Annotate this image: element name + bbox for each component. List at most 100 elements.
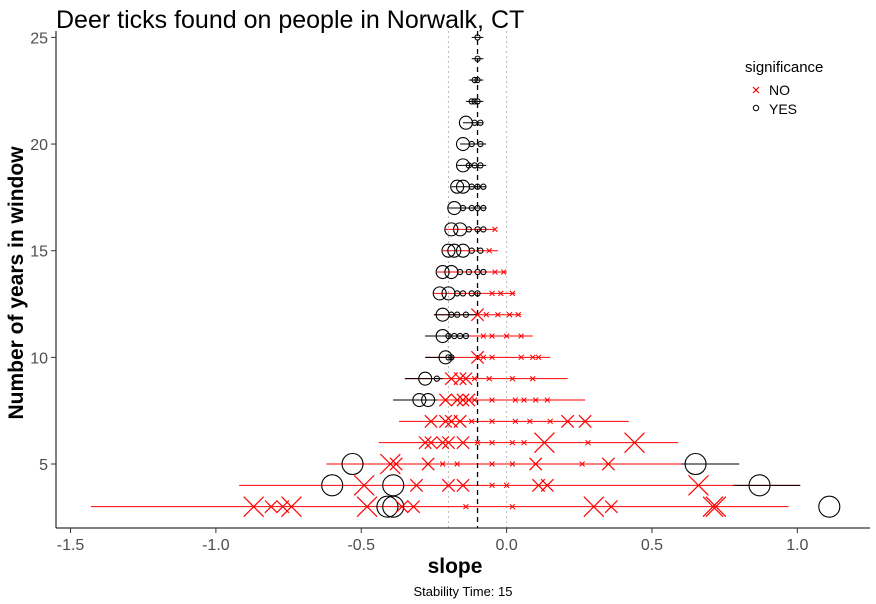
cross-stroke xyxy=(509,290,516,297)
data-point-not-significant xyxy=(489,439,495,446)
data-point-not-significant xyxy=(471,375,478,382)
data-point-significant xyxy=(480,204,487,212)
cross-stroke xyxy=(521,397,527,403)
data-point-significant xyxy=(462,311,470,318)
cross-stroke xyxy=(486,375,492,382)
cross-stroke xyxy=(500,269,507,275)
data-point-not-significant xyxy=(521,439,527,446)
data-point-significant xyxy=(445,354,452,361)
cross-stroke xyxy=(436,436,450,450)
data-point-not-significant xyxy=(529,375,536,382)
data-point-significant xyxy=(454,311,461,318)
x-tick-label: 0.5 xyxy=(641,537,663,554)
cross-stroke xyxy=(438,414,453,428)
data-point-not-significant xyxy=(503,482,510,489)
data-point-not-significant xyxy=(489,333,495,339)
cross-stroke xyxy=(534,432,555,454)
data-point-not-significant xyxy=(540,478,554,492)
legend-label-no: NO xyxy=(769,82,790,98)
data-point-not-significant xyxy=(379,453,401,475)
data-point-significant xyxy=(684,452,707,476)
data-point-significant xyxy=(468,247,475,254)
data-point-significant xyxy=(474,34,481,41)
cross-stroke xyxy=(424,436,438,450)
cross-stroke xyxy=(544,397,551,403)
cross-stroke xyxy=(521,439,527,446)
cross-stroke xyxy=(456,393,470,407)
y-axis-title: Number of years in window xyxy=(5,146,28,420)
data-point-significant xyxy=(818,495,841,518)
data-point-significant xyxy=(438,350,453,365)
cross-stroke xyxy=(441,436,456,450)
data-point-significant xyxy=(321,474,344,497)
data-point-significant xyxy=(441,243,456,258)
cross-stroke xyxy=(395,500,409,514)
data-point-not-significant xyxy=(547,418,554,425)
cross-stroke xyxy=(495,311,501,318)
x-tick-label: -1.0 xyxy=(202,537,230,554)
cross-stroke xyxy=(456,478,470,492)
data-point-not-significant xyxy=(459,372,473,386)
cross-stroke xyxy=(470,350,485,364)
cross-stroke xyxy=(509,375,516,382)
cross-stroke xyxy=(503,333,510,339)
data-point-not-significant xyxy=(509,290,516,297)
x-tick-label: 0.0 xyxy=(495,537,517,554)
data-point-significant xyxy=(471,119,478,126)
data-point-not-significant xyxy=(518,333,524,339)
x-axis-title: slope xyxy=(428,555,483,578)
plot-area xyxy=(90,31,841,528)
cross-stroke xyxy=(353,474,375,496)
data-point-not-significant xyxy=(561,414,575,428)
data-point-not-significant xyxy=(480,333,487,339)
data-point-significant xyxy=(462,332,470,340)
data-point-not-significant xyxy=(535,354,542,361)
cross-stroke xyxy=(486,247,492,254)
data-point-not-significant xyxy=(489,461,495,467)
data-point-significant xyxy=(454,290,461,297)
cross-stroke xyxy=(512,418,519,425)
data-point-not-significant xyxy=(579,461,586,467)
cross-stroke xyxy=(480,333,487,339)
data-point-significant xyxy=(477,119,484,126)
cross-stroke xyxy=(540,478,554,492)
data-point-significant xyxy=(451,332,458,340)
data-point-not-significant xyxy=(509,461,516,467)
cross-stroke xyxy=(512,397,519,403)
x-axis-ticks: -1.5 -1.0 -0.5 0.0 0.5 1.0 xyxy=(57,528,809,554)
data-point-not-significant xyxy=(532,397,539,403)
data-point-not-significant xyxy=(518,354,524,361)
data-point-not-significant xyxy=(529,457,543,471)
cross-stroke xyxy=(532,397,539,403)
data-point-not-significant xyxy=(406,500,421,514)
data-point-significant xyxy=(432,286,447,301)
legend-no-cross-icon xyxy=(752,86,760,94)
cross-stroke xyxy=(585,439,591,446)
data-point-significant xyxy=(480,226,487,233)
data-point-not-significant xyxy=(489,290,495,297)
data-point-significant xyxy=(474,55,481,62)
cross-stroke xyxy=(705,496,727,518)
data-point-not-significant xyxy=(470,308,485,322)
data-point-not-significant xyxy=(527,418,533,425)
y-tick-label: 5 xyxy=(39,457,48,474)
data-point-significant xyxy=(465,226,472,233)
cross-stroke xyxy=(492,226,498,233)
cross-stroke xyxy=(356,496,378,518)
cross-stroke xyxy=(702,496,724,518)
data-point-significant xyxy=(474,183,481,190)
data-point-not-significant xyxy=(497,290,504,297)
cross-stroke xyxy=(547,418,554,425)
data-point-significant xyxy=(445,332,452,340)
cross-stroke xyxy=(518,333,524,339)
data-point-significant xyxy=(433,375,440,382)
data-point-not-significant xyxy=(453,414,467,428)
data-point-not-significant xyxy=(492,226,498,233)
data-point-significant xyxy=(468,183,475,190)
data-point-not-significant xyxy=(702,496,724,518)
data-point-not-significant xyxy=(418,436,432,450)
data-point-significant xyxy=(455,158,471,173)
cross-stroke xyxy=(561,414,575,428)
data-point-not-significant xyxy=(243,496,265,518)
cross-stroke xyxy=(438,393,453,407)
